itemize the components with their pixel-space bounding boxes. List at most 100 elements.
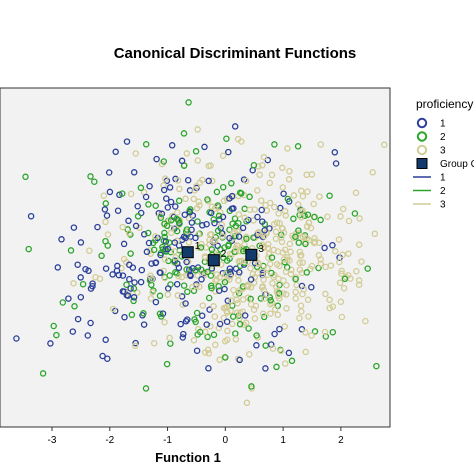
data-point-group-3 <box>109 305 117 313</box>
data-point-group-3 <box>296 266 304 273</box>
data-point-group-1 <box>167 198 175 206</box>
data-point-group-3 <box>299 259 306 266</box>
data-point-group-1 <box>205 365 212 372</box>
data-point-group-2 <box>288 357 296 365</box>
data-point-group-2 <box>214 227 222 235</box>
data-point-group-3 <box>290 192 298 199</box>
data-point-group-1 <box>77 239 85 246</box>
data-point-group-1 <box>177 320 184 328</box>
data-point-group-3 <box>259 310 267 318</box>
data-point-group-3 <box>218 221 225 228</box>
data-point-group-2 <box>163 360 171 368</box>
data-point-group-1 <box>331 149 339 156</box>
data-point-group-3 <box>297 208 305 215</box>
data-point-group-2 <box>228 180 235 187</box>
data-point-group-1 <box>77 293 85 301</box>
data-point-group-3 <box>172 254 179 261</box>
data-point-group-2 <box>284 195 292 203</box>
data-point-group-3 <box>176 185 183 193</box>
data-point-group-3 <box>355 241 363 248</box>
data-point-group-3 <box>282 291 290 298</box>
data-point-group-2 <box>246 193 253 201</box>
data-point-group-2 <box>208 284 215 292</box>
data-point-group-1 <box>164 204 172 211</box>
data-point-group-1 <box>164 245 172 253</box>
data-point-group-2 <box>197 244 205 251</box>
data-point-group-3 <box>275 210 282 217</box>
data-point-group-2 <box>341 275 349 283</box>
data-point-group-3 <box>201 349 209 356</box>
data-point-group-3 <box>162 175 169 182</box>
data-point-group-2 <box>127 231 134 238</box>
data-point-group-1 <box>276 325 283 333</box>
data-point-group-1 <box>109 271 116 278</box>
data-point-group-3 <box>282 268 290 276</box>
legend-label: 3 <box>440 146 446 157</box>
data-point-group-1 <box>152 298 160 306</box>
data-point-group-3 <box>310 200 317 208</box>
data-point-group-1 <box>224 297 232 305</box>
data-point-group-3 <box>335 236 343 243</box>
data-point-group-3 <box>296 248 304 256</box>
x-axis-label: Function 1 <box>155 450 221 465</box>
data-point-group-1 <box>236 269 243 276</box>
data-point-group-2 <box>210 331 218 339</box>
data-point-group-1 <box>153 155 160 163</box>
data-point-group-1 <box>262 365 269 372</box>
data-point-group-1 <box>106 188 114 196</box>
data-point-group-3 <box>336 258 343 266</box>
data-point-group-2 <box>235 290 243 297</box>
data-point-group-3 <box>233 309 241 316</box>
data-point-group-3 <box>362 317 369 325</box>
data-point-group-2 <box>130 285 138 292</box>
data-point-group-2 <box>326 192 333 199</box>
data-point-group-3 <box>298 213 305 221</box>
data-point-group-3 <box>190 336 198 344</box>
data-point-group-3 <box>171 248 178 255</box>
data-point-group-2 <box>180 130 188 137</box>
data-point-group-3 <box>194 272 201 279</box>
data-point-group-2 <box>250 161 258 169</box>
data-point-group-3 <box>329 303 337 310</box>
data-point-group-3 <box>274 292 282 300</box>
data-point-group-3 <box>212 341 219 349</box>
data-point-group-3 <box>220 197 228 205</box>
data-point-group-3 <box>317 260 324 267</box>
data-point-group-3 <box>279 164 286 172</box>
data-point-group-1 <box>166 184 174 191</box>
x-tick-label: 1 <box>280 435 286 446</box>
data-point-group-3 <box>119 223 126 231</box>
data-point-group-1 <box>142 193 150 201</box>
data-point-group-2 <box>161 220 168 227</box>
data-point-group-3 <box>194 126 201 133</box>
data-point-group-3 <box>340 284 348 292</box>
data-point-group-2 <box>311 213 318 221</box>
centroid-label-2: 2 <box>221 249 227 260</box>
data-point-group-3 <box>337 298 345 306</box>
data-point-group-1 <box>179 334 187 341</box>
data-point-group-1 <box>162 238 170 245</box>
data-point-group-1 <box>329 241 336 249</box>
data-point-group-3 <box>211 313 219 320</box>
data-point-group-3 <box>369 169 376 176</box>
data-point-group-3 <box>345 250 352 257</box>
data-point-group-2 <box>184 288 191 296</box>
data-point-group-1 <box>114 207 122 214</box>
data-point-group-2 <box>123 281 130 288</box>
data-point-group-3 <box>207 162 214 169</box>
data-point-group-3 <box>324 213 331 220</box>
data-point-group-1 <box>160 186 168 194</box>
data-point-group-1 <box>13 335 20 342</box>
data-point-group-3 <box>246 351 253 358</box>
x-axis-ticks: -3 -2 -1 0 1 2 <box>48 427 344 446</box>
data-point-group-1 <box>132 222 140 230</box>
data-point-group-2 <box>165 239 173 246</box>
data-point-group-1 <box>126 275 133 283</box>
data-point-group-3 <box>311 235 318 242</box>
data-point-group-3 <box>185 214 193 222</box>
data-point-group-2 <box>127 250 134 257</box>
data-point-group-3 <box>174 209 181 216</box>
data-point-group-3 <box>198 240 205 248</box>
data-point-group-3 <box>274 311 282 319</box>
data-point-group-1 <box>182 234 189 242</box>
